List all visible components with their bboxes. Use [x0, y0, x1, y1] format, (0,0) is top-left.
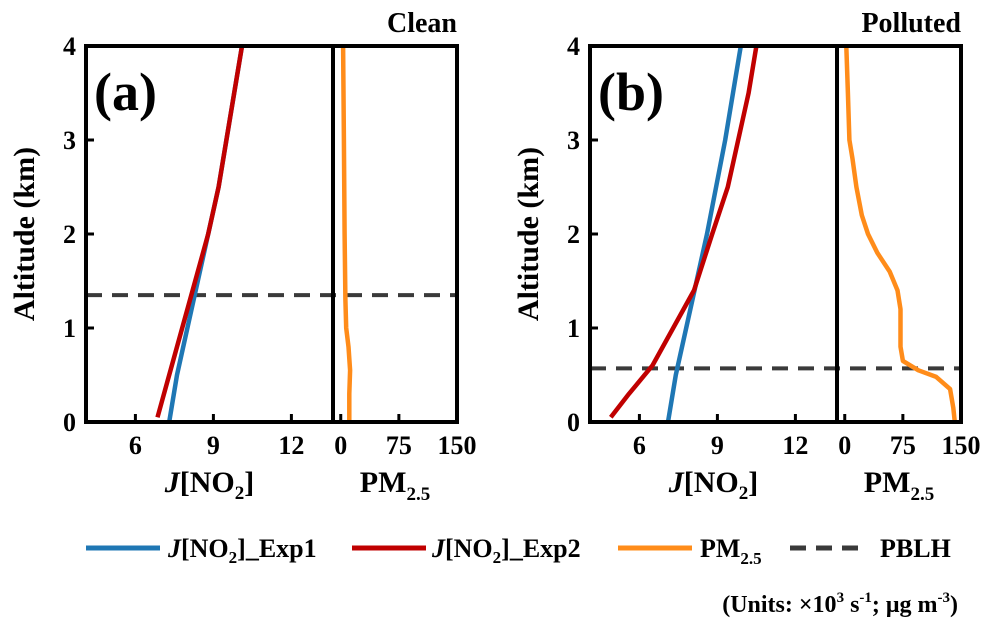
y-axis-label: Altitude (km) — [512, 147, 545, 321]
pm25-x-tick-label: 150 — [942, 431, 981, 460]
jno2-x-axis-label: J[NO2] — [668, 466, 759, 504]
y-tick-label: 1 — [63, 314, 76, 343]
jno2-x-tick-label: 9 — [207, 431, 220, 460]
pm25-x-tick-label: 75 — [386, 431, 412, 460]
y-tick-label: 4 — [63, 32, 76, 61]
pm25-x-tick-label: 0 — [838, 431, 851, 460]
y-axis-label: Altitude (km) — [8, 147, 41, 321]
condition-title: Clean — [387, 8, 457, 39]
pm25-x-axis-label: PM2.5 — [360, 466, 430, 505]
jno2-x-tick-label: 12 — [782, 431, 808, 460]
legend-exp1-label: J[NO2]_Exp1 — [167, 534, 317, 567]
pm25-line — [844, 45, 958, 423]
units-note: (Units: ×103 s-1; μg m-3) — [722, 590, 958, 618]
legend-pblh-label: PBLH — [880, 534, 951, 563]
y-tick-label: 3 — [567, 126, 580, 155]
jno2-x-tick-label: 6 — [633, 431, 646, 460]
y-tick-label: 1 — [567, 314, 580, 343]
pm25-x-axis-label: PM2.5 — [864, 466, 934, 505]
y-tick-label: 0 — [63, 408, 76, 437]
jno2-exp2-line — [155, 45, 245, 418]
pm25-axes-frame — [835, 44, 963, 424]
pm25-line — [340, 45, 353, 422]
pm25-x-tick-label: 150 — [438, 431, 477, 460]
panel-label: (a) — [94, 62, 157, 122]
pm25-axes-frame — [331, 44, 459, 424]
jno2-exp1-line — [665, 45, 744, 423]
pm25-x-tick-label: 75 — [890, 431, 916, 460]
jno2-x-tick-label: 12 — [278, 431, 304, 460]
y-tick-label: 0 — [567, 408, 580, 437]
condition-title: Polluted — [861, 8, 961, 39]
legend-exp2-label: J[NO2]_Exp2 — [431, 534, 581, 567]
y-tick-label: 2 — [63, 220, 76, 249]
jno2-x-tick-label: 6 — [129, 431, 142, 460]
y-tick-label: 4 — [567, 32, 580, 61]
panel-label: (b) — [598, 62, 664, 122]
y-tick-label: 2 — [567, 220, 580, 249]
pm25-x-tick-label: 0 — [334, 431, 347, 460]
jno2-x-tick-label: 9 — [711, 431, 724, 460]
jno2-x-axis-label: J[NO2] — [164, 466, 255, 504]
y-tick-label: 3 — [63, 126, 76, 155]
legend-pm25-label: PM2.5 — [700, 534, 762, 568]
jno2-exp2-line — [609, 45, 759, 419]
legend: J[NO2]_Exp1 J[NO2]_Exp2 PM2.5 PBLH — [86, 534, 951, 568]
